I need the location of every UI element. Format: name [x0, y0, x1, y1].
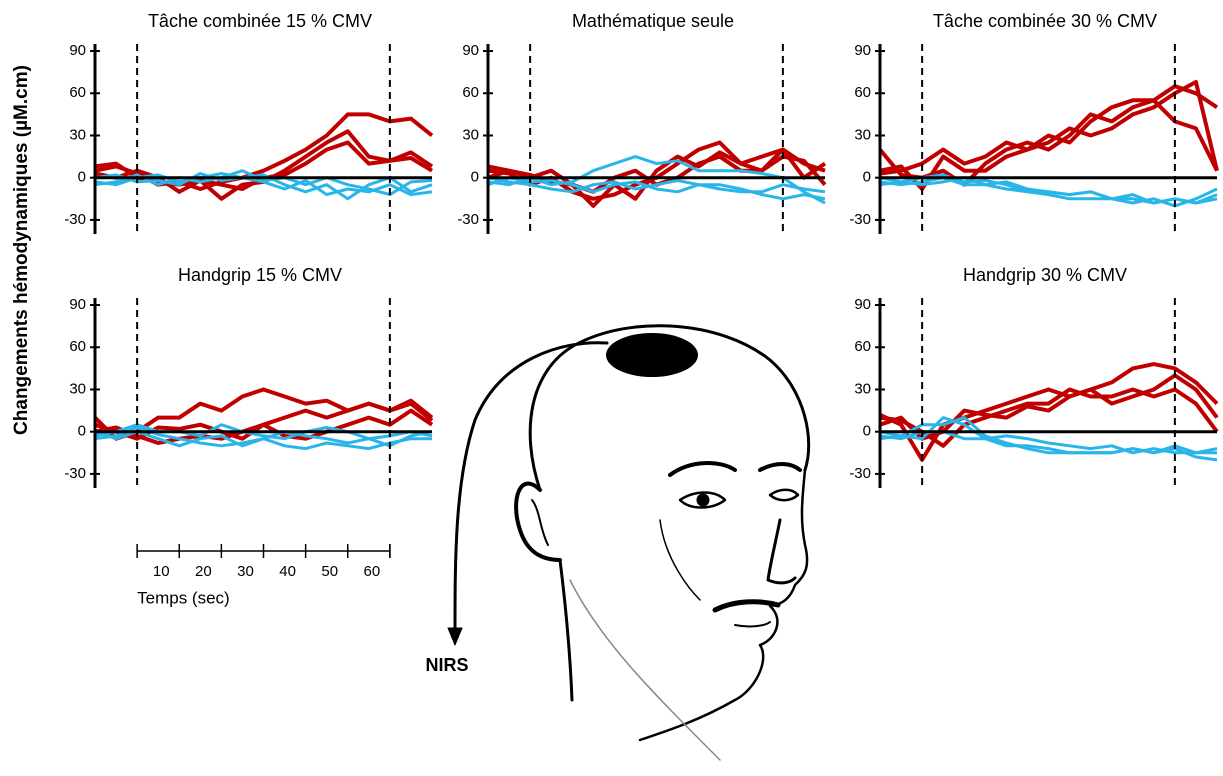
- y-tick-label: 60: [69, 84, 86, 101]
- time-scale-label: 60: [364, 563, 381, 580]
- data-line: [878, 84, 1219, 187]
- data-line: [94, 172, 433, 201]
- data-line: [879, 98, 1219, 176]
- head-drawing: [447, 324, 811, 761]
- chart-title: Tâche combinée 30 % CMV: [933, 11, 1157, 31]
- data-line: [879, 373, 1219, 441]
- data-line: [487, 176, 826, 201]
- data-line: [94, 408, 434, 445]
- time-scale-label: 30: [237, 563, 254, 580]
- chart-title: Handgrip 30 % CMV: [963, 265, 1127, 285]
- y-tick-label: 60: [69, 338, 86, 355]
- data-line: [879, 387, 1219, 448]
- chart-title: Handgrip 15 % CMV: [178, 265, 342, 285]
- y-tick-label: -30: [849, 465, 871, 482]
- chart-title: Mathématique seule: [572, 11, 734, 31]
- time-scale-title: Temps (sec): [137, 588, 230, 607]
- data-line: [94, 423, 433, 448]
- y-tick-label: 0: [471, 169, 479, 186]
- time-scale-label: 20: [195, 563, 212, 580]
- data-line: [94, 430, 433, 448]
- y-tick-label: 0: [78, 423, 86, 440]
- y-tick-label: -30: [849, 211, 871, 228]
- y-tick-label: -30: [64, 465, 86, 482]
- y-tick-label: 60: [854, 338, 871, 355]
- y-tick-label: 90: [854, 296, 871, 313]
- time-scale-label: 40: [279, 563, 296, 580]
- y-tick-label: 90: [854, 42, 871, 59]
- y-tick-label: 0: [863, 169, 871, 186]
- data-line: [94, 169, 433, 197]
- y-tick-label: 90: [69, 296, 86, 313]
- data-line: [487, 176, 826, 194]
- y-tick-label: 30: [854, 380, 871, 397]
- y-tick-label: 60: [854, 84, 871, 101]
- time-scale-label: 10: [153, 563, 170, 580]
- y-tick-label: -30: [64, 211, 86, 228]
- data-line: [879, 362, 1219, 462]
- chart-title: Tâche combinée 15 % CMV: [148, 11, 372, 31]
- y-tick-label: 90: [69, 42, 86, 59]
- time-scale-label: 50: [321, 563, 338, 580]
- y-tick-label: 0: [78, 169, 86, 186]
- y-tick-label: 60: [462, 84, 479, 101]
- y-tick-label: 90: [462, 42, 479, 59]
- y-axis-label: Changements hémodynamiques (µM.cm): [11, 65, 32, 435]
- y-tick-label: 30: [69, 126, 86, 143]
- probe-label: NIRS: [425, 655, 468, 675]
- y-tick-label: 30: [69, 380, 86, 397]
- y-tick-label: -30: [457, 211, 479, 228]
- y-tick-label: 30: [462, 126, 479, 143]
- y-tick-label: 0: [863, 423, 871, 440]
- y-tick-label: 30: [854, 126, 871, 143]
- data-line: [879, 176, 1218, 205]
- data-line: [879, 80, 1219, 191]
